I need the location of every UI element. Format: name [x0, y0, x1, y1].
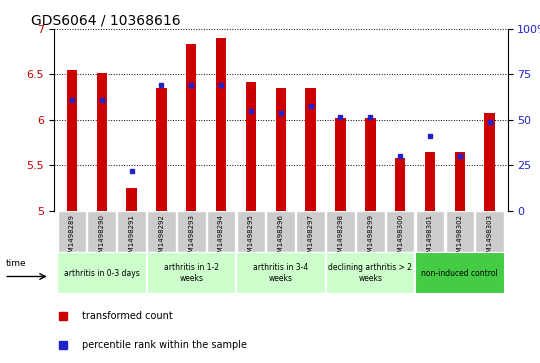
- Bar: [455, 152, 465, 211]
- Text: GSM1498298: GSM1498298: [338, 214, 343, 261]
- Bar: [97, 73, 107, 211]
- FancyBboxPatch shape: [296, 211, 325, 252]
- Text: declining arthritis > 2
weeks: declining arthritis > 2 weeks: [328, 264, 413, 283]
- Bar: [156, 88, 167, 211]
- Text: GSM1498291: GSM1498291: [129, 214, 134, 261]
- FancyBboxPatch shape: [326, 252, 415, 294]
- Bar: [186, 45, 197, 211]
- Bar: [126, 188, 137, 211]
- Bar: [306, 88, 316, 211]
- FancyBboxPatch shape: [416, 211, 444, 252]
- Text: arthritis in 3-4
weeks: arthritis in 3-4 weeks: [253, 264, 308, 283]
- FancyBboxPatch shape: [87, 211, 116, 252]
- Text: GDS6064 / 10368616: GDS6064 / 10368616: [31, 14, 181, 28]
- Text: GSM1498301: GSM1498301: [427, 214, 433, 261]
- Text: GSM1498296: GSM1498296: [278, 214, 284, 261]
- Text: GSM1498290: GSM1498290: [99, 214, 105, 261]
- Bar: [275, 88, 286, 211]
- Text: non-induced control: non-induced control: [422, 269, 498, 278]
- FancyBboxPatch shape: [147, 211, 176, 252]
- FancyBboxPatch shape: [57, 252, 146, 294]
- Text: GSM1498297: GSM1498297: [308, 214, 314, 261]
- Text: GSM1498289: GSM1498289: [69, 214, 75, 261]
- Text: arthritis in 1-2
weeks: arthritis in 1-2 weeks: [164, 264, 219, 283]
- Text: GSM1498300: GSM1498300: [397, 214, 403, 261]
- Text: GSM1498292: GSM1498292: [158, 214, 165, 261]
- Bar: [246, 82, 256, 211]
- Bar: [365, 118, 375, 211]
- Bar: [395, 158, 406, 211]
- Text: percentile rank within the sample: percentile rank within the sample: [82, 340, 247, 350]
- Text: GSM1498302: GSM1498302: [457, 214, 463, 261]
- Bar: [484, 113, 495, 211]
- FancyBboxPatch shape: [237, 211, 265, 252]
- Bar: [216, 38, 226, 211]
- FancyBboxPatch shape: [236, 252, 326, 294]
- Bar: [335, 118, 346, 211]
- Text: GSM1498293: GSM1498293: [188, 214, 194, 261]
- Text: time: time: [5, 260, 26, 269]
- Text: GSM1498295: GSM1498295: [248, 214, 254, 261]
- FancyBboxPatch shape: [146, 252, 236, 294]
- Text: GSM1498303: GSM1498303: [487, 214, 492, 261]
- FancyBboxPatch shape: [475, 211, 504, 252]
- Bar: [66, 70, 77, 211]
- Text: GSM1498294: GSM1498294: [218, 214, 224, 261]
- FancyBboxPatch shape: [117, 211, 146, 252]
- FancyBboxPatch shape: [266, 211, 295, 252]
- Bar: [425, 152, 435, 211]
- FancyBboxPatch shape: [386, 211, 415, 252]
- FancyBboxPatch shape: [326, 211, 355, 252]
- FancyBboxPatch shape: [415, 252, 504, 294]
- Text: transformed count: transformed count: [82, 311, 173, 321]
- FancyBboxPatch shape: [58, 211, 86, 252]
- FancyBboxPatch shape: [207, 211, 235, 252]
- FancyBboxPatch shape: [446, 211, 474, 252]
- Text: arthritis in 0-3 days: arthritis in 0-3 days: [64, 269, 140, 278]
- Text: GSM1498299: GSM1498299: [367, 214, 373, 261]
- FancyBboxPatch shape: [177, 211, 206, 252]
- FancyBboxPatch shape: [356, 211, 384, 252]
